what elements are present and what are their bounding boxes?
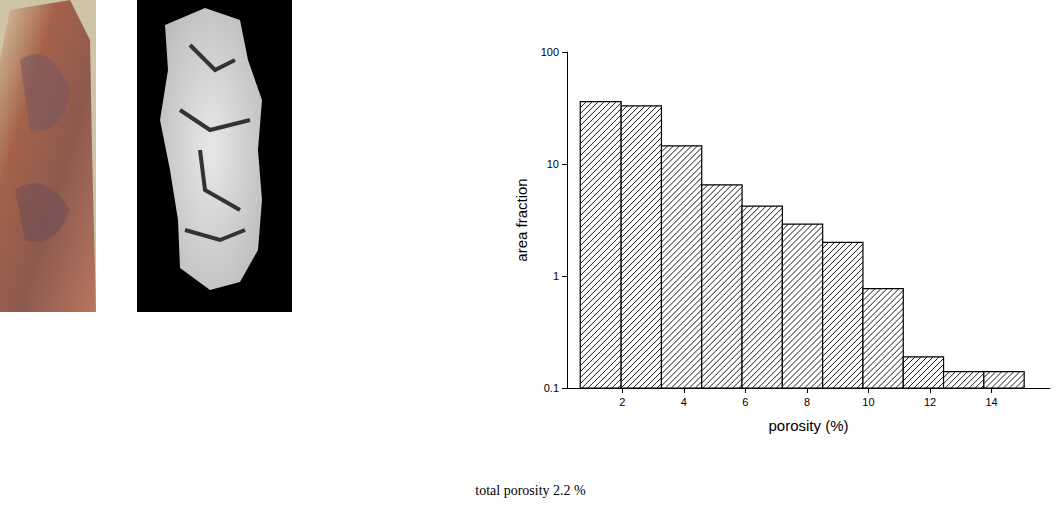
svg-text:1: 1 (553, 270, 559, 282)
svg-text:12: 12 (924, 396, 936, 408)
svg-text:8: 8 (804, 396, 810, 408)
svg-text:4: 4 (681, 396, 687, 408)
svg-text:0.1: 0.1 (544, 382, 559, 394)
svg-text:100: 100 (541, 46, 559, 58)
svg-text:2: 2 (619, 396, 625, 408)
svg-text:14: 14 (985, 396, 997, 408)
svg-text:10: 10 (547, 158, 559, 170)
svg-text:area fraction: area fraction (513, 178, 530, 261)
svg-text:total porosity 2.2 %: total porosity 2.2 % (475, 483, 586, 498)
svg-text:6: 6 (742, 396, 748, 408)
svg-text:porosity (%): porosity (%) (768, 417, 848, 434)
svg-text:10: 10 (862, 396, 874, 408)
